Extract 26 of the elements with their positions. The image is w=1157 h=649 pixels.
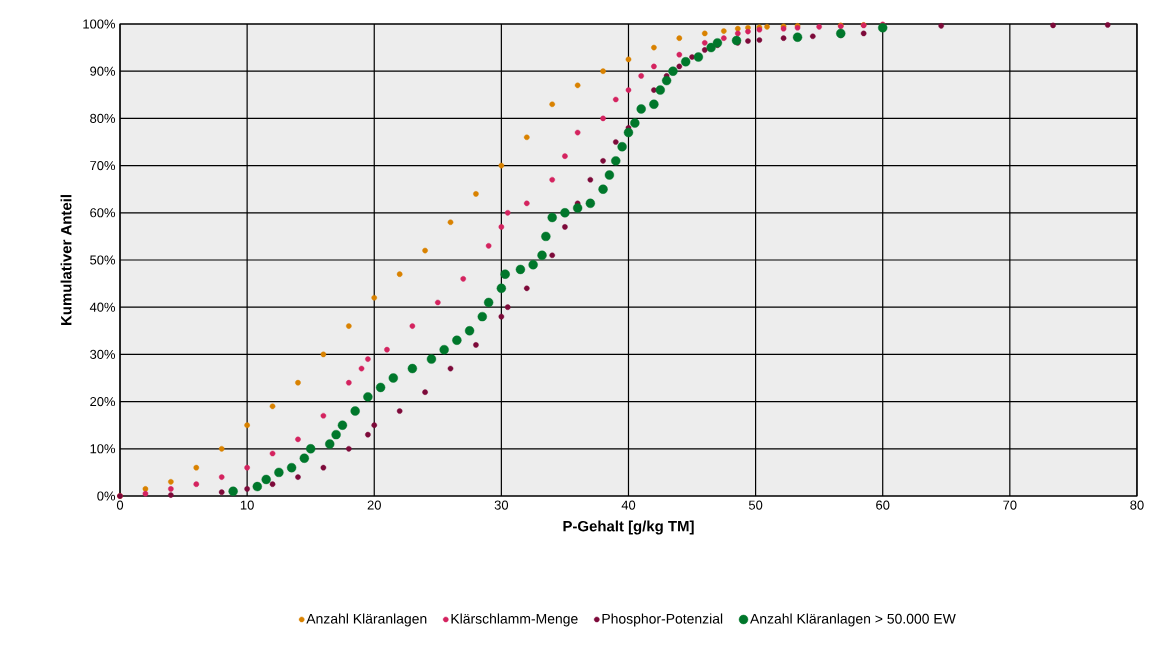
x-tick-label: 10 [240, 500, 254, 510]
y-tick-label: 10% [90, 444, 116, 454]
y-tick-label: 70% [90, 161, 116, 171]
y-tick-label: 60% [90, 208, 116, 218]
x-tick-label: 50 [748, 500, 763, 510]
x-tick-label: 20 [367, 500, 381, 510]
y-tick-label: 40% [89, 302, 116, 312]
y-tick-label: 80% [90, 113, 116, 123]
x-tick-label: 60 [876, 500, 890, 510]
legend-label: Phosphor-Potenzial [602, 613, 723, 627]
y-tick-label: 20% [90, 397, 116, 407]
x-tick-label: 40 [621, 500, 636, 510]
x-tick-label: 0 [116, 500, 124, 510]
legend-label: Anzahl Kläranlagen [306, 613, 427, 627]
y-tick-label: 0% [97, 491, 116, 501]
y-tick-label: 30% [90, 349, 116, 359]
x-tick-label: 70 [1003, 500, 1017, 510]
legend-label: Anzahl Kläranlagen > 50.000 EW [750, 613, 956, 627]
y-tick-label: 90% [90, 66, 116, 76]
x-tick-label: 30 [494, 500, 509, 510]
y-tick-label: 100% [83, 19, 116, 29]
legend-label: Klärschlamm-Menge [451, 613, 578, 627]
y-tick-label: 50% [90, 255, 116, 265]
x-axis-title: P-Gehalt [g/kg TM] [563, 520, 694, 535]
x-tick-label: 80 [1130, 500, 1144, 510]
y-axis-title: Kumulativer Anteil [60, 195, 72, 325]
